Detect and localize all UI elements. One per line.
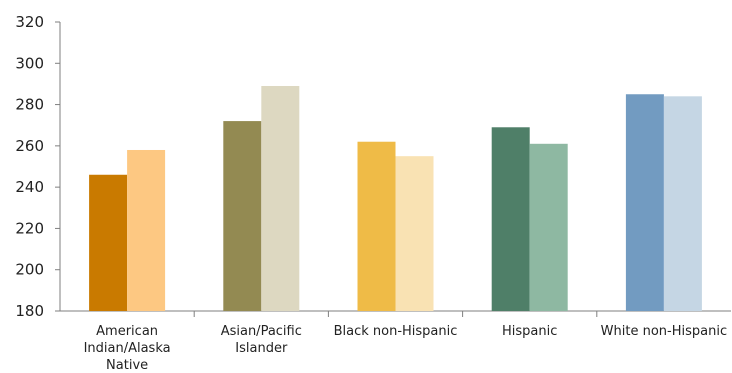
bar	[491, 127, 530, 312]
bar	[357, 141, 396, 311]
x-category-label: American Indian/Alaska Native	[84, 324, 171, 373]
x-category-label-line: Black non-Hispanic	[334, 324, 458, 339]
bar	[261, 85, 300, 311]
y-axis-ticks: 180 200 220 240 260 280 300 320	[15, 13, 60, 320]
y-tick-label: 280	[15, 96, 44, 114]
bar	[625, 94, 664, 311]
x-category-label-line: American	[96, 324, 158, 339]
x-category-label: Black non-Hispanic	[334, 324, 458, 339]
y-tick-label: 180	[15, 302, 44, 320]
bar	[223, 121, 262, 311]
x-category-label: White non-Hispanic	[601, 324, 727, 339]
bar	[89, 174, 128, 311]
bar	[529, 143, 568, 311]
x-category-label-line: Hispanic	[502, 324, 557, 339]
x-category-label-line: Islander	[235, 341, 288, 356]
y-tick-label: 260	[15, 137, 44, 155]
x-category-label: Hispanic	[502, 324, 557, 339]
x-category-label: Asian/Pacific Islander	[221, 324, 302, 356]
y-tick-label: 320	[15, 13, 44, 31]
y-tick-label: 220	[15, 219, 44, 237]
x-category-label-line: Indian/Alaska	[84, 341, 171, 356]
x-category-label-line: White non-Hispanic	[601, 324, 727, 339]
bar	[395, 156, 434, 311]
y-tick-label: 300	[15, 54, 44, 72]
y-tick-label: 240	[15, 178, 44, 196]
x-axis-labels: American Indian/Alaska Native Asian/Pacific…	[84, 324, 728, 373]
y-tick-label: 200	[15, 261, 44, 279]
bar	[663, 96, 702, 311]
bar	[127, 149, 166, 311]
bars	[89, 85, 702, 312]
x-category-label-line: Asian/Pacific	[221, 324, 302, 339]
x-category-label-line: Native	[106, 358, 148, 373]
